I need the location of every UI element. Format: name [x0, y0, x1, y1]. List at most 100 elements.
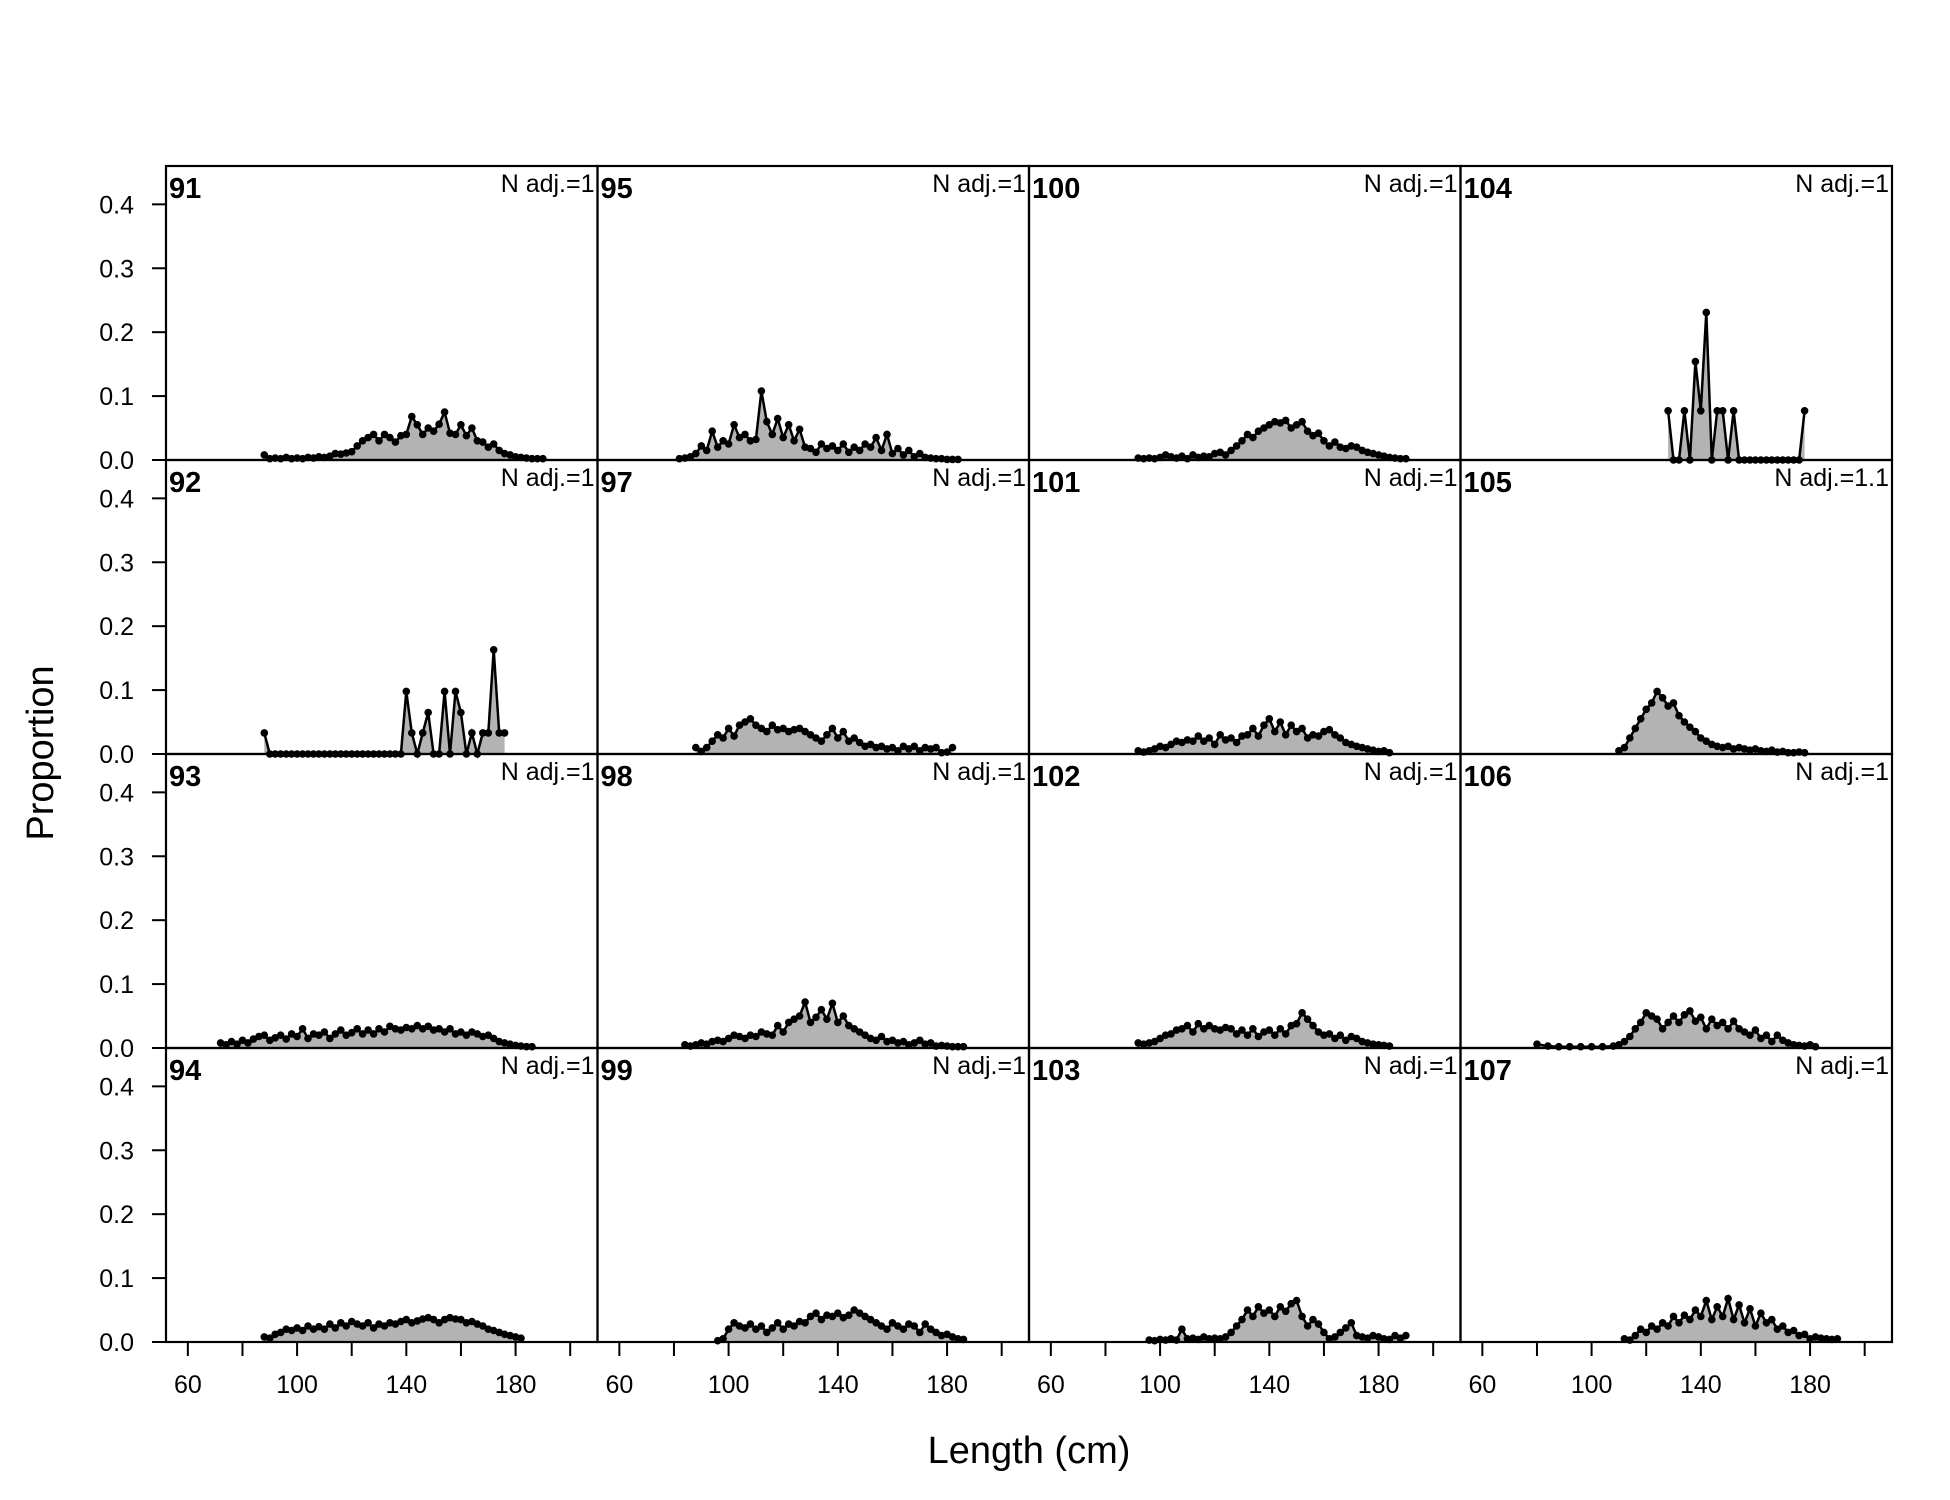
data-point	[1691, 1306, 1700, 1314]
data-point	[1298, 1312, 1306, 1321]
data-point	[741, 1324, 749, 1332]
x-tick-label: 100	[1571, 1371, 1613, 1399]
data-point	[1352, 1034, 1361, 1043]
data-point	[457, 708, 465, 717]
data-point	[806, 731, 815, 739]
data-point	[1314, 1320, 1323, 1328]
data-point	[795, 724, 804, 733]
data-point	[1227, 734, 1235, 742]
data-point	[298, 1025, 307, 1033]
data-point	[850, 734, 858, 742]
data-point	[730, 732, 738, 740]
data-point	[877, 1322, 886, 1330]
data-point	[1303, 1015, 1312, 1023]
data-point	[1303, 427, 1312, 436]
data-point	[888, 449, 897, 458]
data-point	[1281, 416, 1290, 425]
data-point	[326, 1034, 334, 1043]
data-point	[1587, 1042, 1596, 1051]
data-point	[408, 1025, 416, 1033]
data-point	[462, 1031, 471, 1039]
data-point	[364, 1319, 372, 1327]
data-point	[1221, 451, 1230, 459]
data-point	[353, 1025, 362, 1033]
data-point	[1718, 1312, 1727, 1321]
data-point	[446, 1025, 454, 1033]
data-point	[773, 414, 782, 423]
data-point	[1347, 1319, 1356, 1327]
data-point	[834, 734, 842, 742]
data-point	[779, 1325, 787, 1333]
data-point	[457, 1028, 465, 1036]
data-point	[708, 737, 716, 745]
x-tick-label: 180	[495, 1371, 537, 1399]
data-point	[1686, 723, 1694, 731]
data-point	[817, 1005, 826, 1014]
data-point	[1385, 748, 1394, 757]
distribution-area	[717, 1310, 964, 1342]
data-point	[768, 1031, 777, 1039]
data-point	[1768, 1315, 1776, 1324]
data-point	[418, 430, 427, 439]
data-point	[1757, 747, 1765, 755]
panel-border	[1027, 1046, 1462, 1344]
data-point	[1249, 724, 1257, 733]
panel-year-label: 101	[1032, 467, 1080, 499]
data-point	[1746, 1031, 1754, 1039]
data-point	[1281, 1030, 1290, 1038]
data-point	[1271, 1312, 1279, 1321]
data-point	[1221, 1333, 1230, 1341]
data-point	[850, 1025, 858, 1033]
panel-97: 97 N adj.=1	[596, 458, 1031, 757]
data-point	[517, 1334, 525, 1342]
y-tick-label: 0.4	[99, 485, 134, 513]
data-point	[784, 421, 793, 429]
data-point	[894, 747, 902, 755]
data-point	[1631, 1025, 1640, 1033]
data-point	[457, 421, 465, 429]
data-point	[910, 453, 919, 461]
data-point	[304, 1322, 312, 1330]
y-tick-label: 0.4	[99, 191, 134, 219]
data-point	[1156, 1034, 1164, 1043]
data-point	[347, 1028, 356, 1037]
data-point	[1642, 705, 1650, 714]
y-tick-label: 0.0	[99, 1329, 134, 1357]
data-point	[1811, 1042, 1820, 1051]
data-point	[1691, 1017, 1700, 1025]
data-point	[435, 420, 443, 429]
data-point	[795, 425, 804, 434]
data-point	[500, 729, 509, 737]
panel-nadj-label: N adj.=1	[1364, 170, 1458, 198]
x-tick-label: 100	[708, 1371, 750, 1399]
x-axis-title: Length (cm)	[928, 1430, 1131, 1472]
panel-nadj-label: N adj.=1.1	[1774, 464, 1889, 492]
y-tick-label: 0.2	[99, 1201, 134, 1229]
data-point	[1320, 437, 1328, 445]
data-point	[954, 1335, 962, 1343]
data-point	[1178, 1325, 1186, 1333]
data-point	[773, 1021, 782, 1030]
data-point	[260, 729, 269, 737]
panel-nadj-label: N adj.=1	[501, 1052, 595, 1080]
data-point	[817, 737, 826, 745]
panel-101: 101 N adj.=1	[1027, 458, 1462, 757]
data-point	[1238, 1026, 1246, 1034]
data-point	[1669, 1012, 1678, 1020]
data-point	[1757, 1034, 1765, 1043]
panel-93: 93 N adj.=1 0.0 0.1 0.2 0.3 0.4	[99, 752, 599, 1063]
data-point	[768, 430, 777, 439]
data-point	[1702, 308, 1711, 317]
y-tick-label: 0.3	[99, 255, 134, 283]
data-point	[812, 1309, 820, 1317]
y-tick-label: 0.0	[99, 741, 134, 769]
panel-105: 105 N adj.=1.1	[1459, 458, 1894, 757]
data-point	[1292, 727, 1301, 736]
data-point	[342, 1322, 351, 1330]
panel-border	[596, 164, 1031, 462]
data-point	[1260, 721, 1268, 729]
data-point	[369, 1030, 378, 1038]
data-point	[828, 442, 837, 450]
data-point	[479, 729, 487, 737]
data-point	[1265, 715, 1274, 723]
